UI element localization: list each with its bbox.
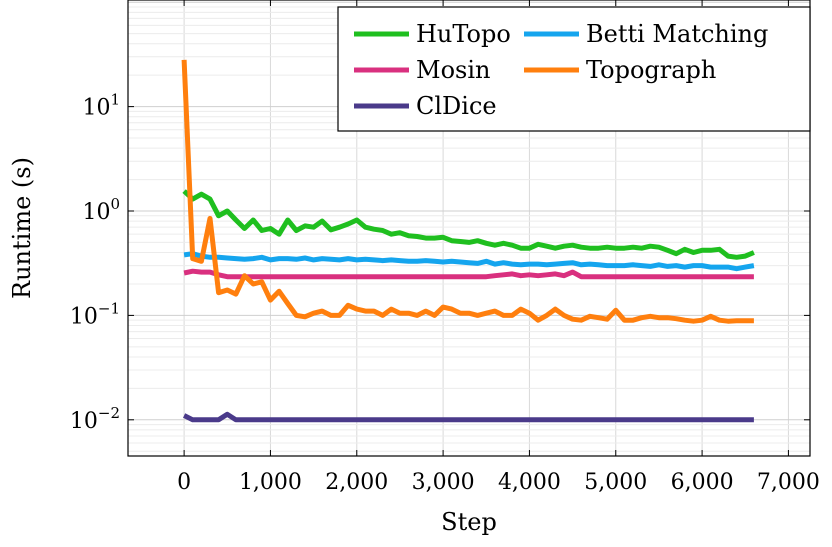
x-axis-label: Step <box>441 508 497 536</box>
axis-ticks: 0 1,000 2,000 3,000 4,000 5,000 6,000 7,000 10−2… <box>70 0 820 495</box>
plot-frame <box>127 0 811 457</box>
legend-label: Topograph <box>586 56 716 84</box>
x-tick-label: 3,000 <box>412 470 475 495</box>
series-lines <box>181 59 755 423</box>
x-tick-label: 0 <box>177 470 191 495</box>
legend-label: Betti Matching <box>586 20 768 48</box>
legend: HuTopo Betti Matching Mosin Topograph ClDice <box>337 6 811 132</box>
legend-label: ClDice <box>416 92 497 120</box>
legend-label: Mosin <box>416 56 490 84</box>
y-tick-label: 10−1 <box>70 299 120 329</box>
series-line-hutopo <box>182 189 755 260</box>
y-tick-label: 100 <box>82 195 120 225</box>
x-tick-label: 1,000 <box>239 470 302 495</box>
y-tick-label: 10−2 <box>70 404 120 434</box>
series-line-topograph <box>181 59 754 324</box>
x-tick-label: 6,000 <box>671 470 734 495</box>
series-line-cldice <box>182 411 754 423</box>
series-line-mosin <box>183 268 754 280</box>
y-tick-label: 101 <box>82 91 120 121</box>
x-tick-label: 2,000 <box>325 470 388 495</box>
series-line-betti-matching <box>183 251 755 272</box>
y-axis-label: Runtime (s) <box>8 157 36 299</box>
x-tick-label: 4,000 <box>498 470 561 495</box>
legend-label: HuTopo <box>416 20 511 48</box>
x-tick-label: 5,000 <box>584 470 647 495</box>
x-tick-label: 7,000 <box>757 470 820 495</box>
